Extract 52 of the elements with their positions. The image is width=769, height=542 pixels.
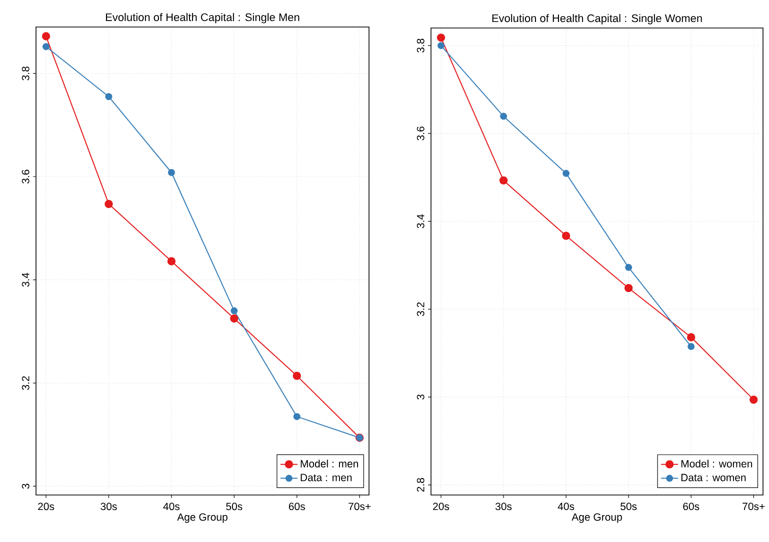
y-tick-label: 3.6	[22, 170, 30, 184]
x-axis-title: Age Group	[177, 513, 228, 523]
point	[562, 232, 570, 240]
point	[562, 170, 570, 177]
x-tick-label: 30s	[495, 502, 512, 510]
x-tick-label: 60s	[683, 502, 700, 510]
x-tick-label: 50s	[620, 502, 637, 510]
y-tick-label: 3.4	[416, 214, 424, 228]
x-axis-title: Age Group	[572, 513, 622, 523]
point	[230, 307, 238, 314]
point	[687, 333, 696, 342]
point	[230, 314, 238, 323]
point	[436, 34, 446, 42]
y-tick-label: 2.8	[416, 478, 424, 492]
x-tick-label: 70s+	[348, 502, 371, 510]
point	[624, 284, 633, 292]
x-tick-label: 20s	[38, 502, 54, 510]
y-tick-label: 3.2	[22, 376, 30, 390]
legend-label: Data : men	[300, 474, 352, 482]
chart-title: Evolution of Health Capital : Single Men	[106, 13, 300, 24]
point	[42, 43, 50, 50]
x-tick-label: 60s	[288, 502, 305, 510]
y-tick-label: 3.8	[22, 66, 30, 80]
y-tick-label: 3.8	[416, 38, 424, 52]
point	[168, 169, 175, 176]
point	[625, 264, 632, 271]
legend-label: Model : men	[300, 460, 358, 468]
point	[438, 42, 445, 50]
x-tick-label: 20s	[433, 502, 450, 510]
point	[292, 372, 301, 380]
x-tick-label: 50s	[226, 502, 242, 510]
point	[688, 343, 695, 350]
legend-label: Data : women	[681, 474, 746, 482]
x-tick-label: 40s	[163, 502, 180, 510]
point	[293, 413, 300, 420]
y-tick-label: 3.2	[416, 302, 424, 316]
chart-title: Evolution of Health Capital : Single Women	[492, 14, 702, 24]
point	[105, 93, 112, 100]
y-tick-label: 3.6	[416, 126, 424, 140]
point	[42, 32, 50, 40]
x-tick-label: 30s	[100, 502, 117, 510]
x-tick-label: 40s	[558, 502, 574, 510]
x-tick-label: 70s+	[742, 502, 765, 510]
point	[499, 176, 508, 185]
y-tick-label: 3	[416, 394, 424, 400]
legend-label: Model : women	[681, 460, 752, 468]
point	[500, 112, 508, 120]
point	[750, 396, 758, 404]
point	[104, 200, 113, 208]
point	[167, 257, 176, 266]
y-tick-label: 3	[22, 484, 30, 489]
y-tick-label: 3.4	[22, 272, 30, 287]
